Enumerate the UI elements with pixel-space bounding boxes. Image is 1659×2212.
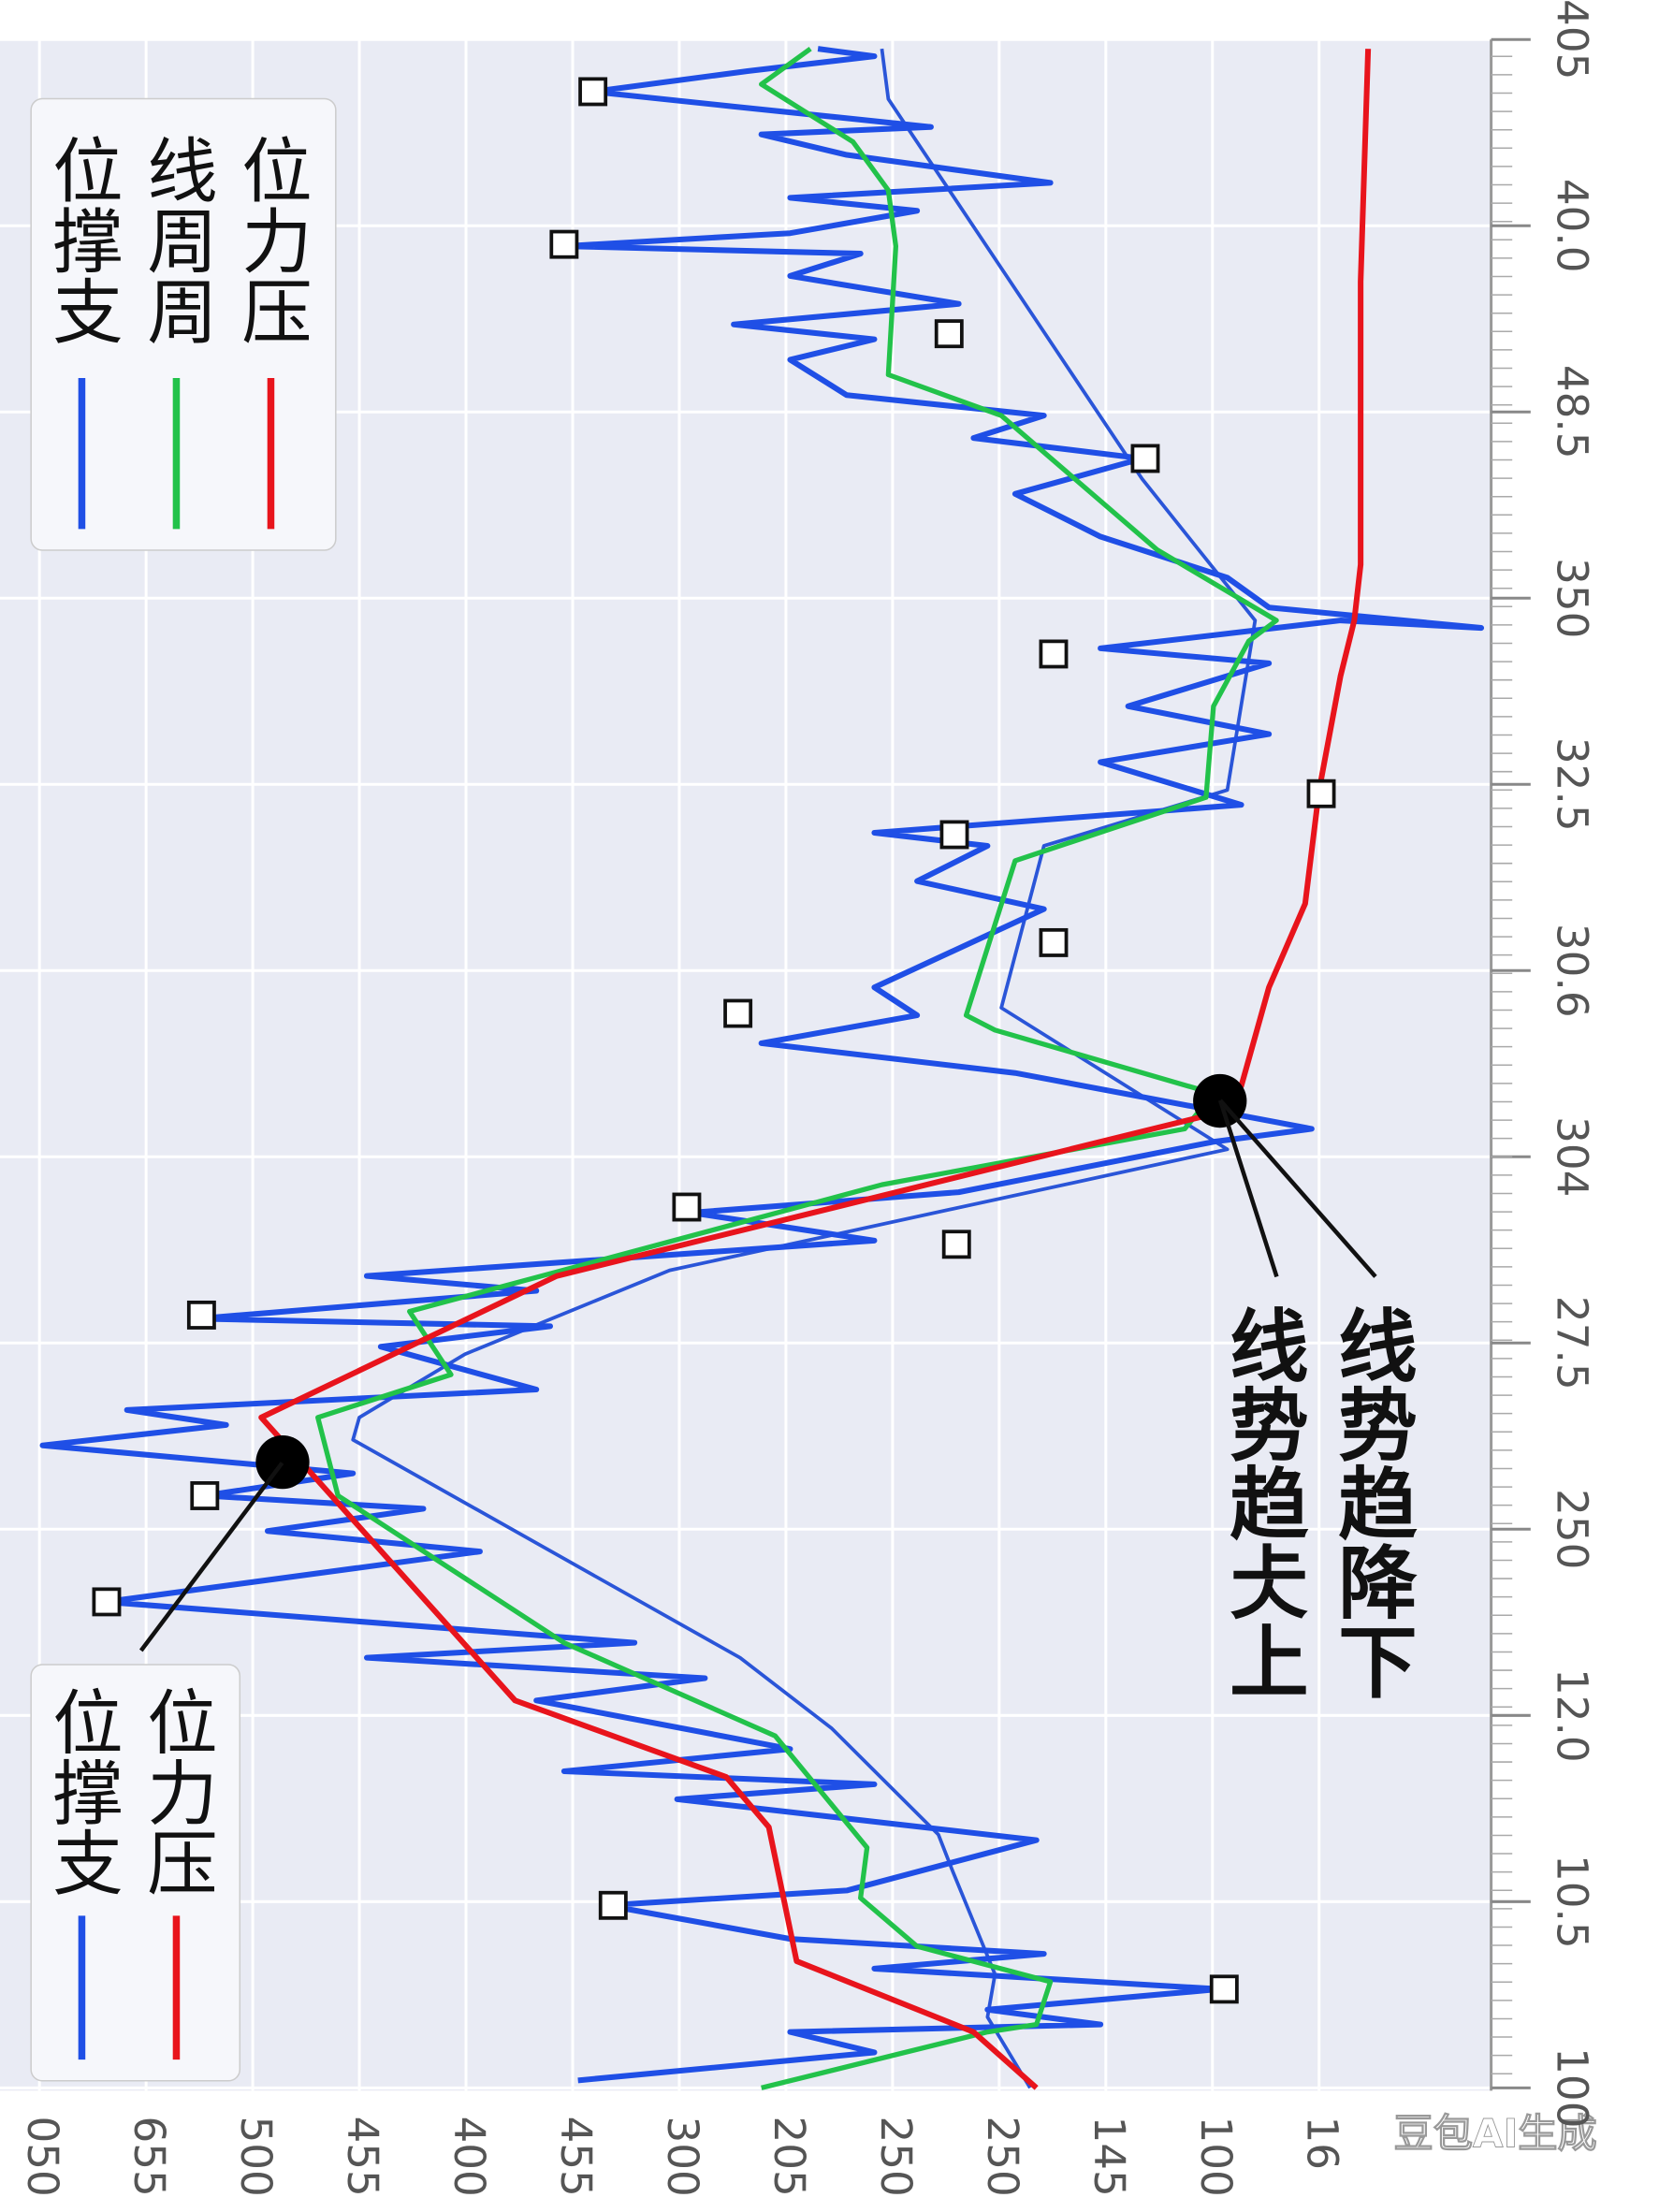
leader-line [1218, 1099, 1377, 1278]
square-marker [723, 998, 753, 1028]
square-marker [598, 1890, 628, 1920]
legend [30, 97, 337, 551]
square-marker [939, 820, 969, 850]
square-marker [1209, 1974, 1239, 2004]
y-tick-label: 145 [1084, 2116, 1134, 2196]
y-tick-label: 250 [978, 2116, 1027, 2196]
y-tick-label: 455 [551, 2116, 601, 2196]
square-marker [190, 1481, 220, 1510]
y-tick-label: 655 [124, 2116, 174, 2196]
square-marker [672, 1192, 702, 1222]
annotation: 线势趋仧上 [1216, 1305, 1308, 1700]
legend-label: 位力压 [229, 134, 312, 345]
y-tick-label: 16 [1298, 2116, 1347, 2170]
legend-label: 位力压 [135, 1686, 217, 1898]
x-tick-label: 30.6 [1548, 924, 1597, 1018]
x-tick-label: 12.0 [1548, 1668, 1597, 1763]
square-marker [549, 229, 579, 259]
y-tick-label: 100 [1191, 2116, 1241, 2196]
square-marker [1306, 779, 1336, 808]
x-tick-label: 40.0 [1548, 179, 1597, 273]
y-tick-label: 050 [18, 2116, 67, 2196]
y-tick-label: 250 [871, 2116, 921, 2196]
x-tick-label: 32.5 [1548, 737, 1597, 832]
legend-label: 线周周 [135, 134, 217, 345]
square-marker [578, 77, 608, 107]
square-marker [1039, 639, 1069, 669]
square-marker [1039, 927, 1069, 957]
x-tick-label: 27.5 [1548, 1296, 1597, 1390]
x-tick-label: 48.5 [1548, 365, 1597, 459]
overlay [92, 77, 1336, 2004]
y-tick-label: 205 [764, 2116, 814, 2196]
square-marker [186, 1300, 216, 1330]
series-line [39, 46, 1485, 2084]
y-tick-label: 400 [444, 2116, 494, 2196]
x-tick-label: 250 [1548, 1489, 1597, 1569]
leader-line [138, 1462, 284, 1652]
x-tick-label: 100 [1548, 2047, 1597, 2128]
x-tick-label: 10.5 [1548, 1855, 1597, 1949]
square-marker [934, 319, 964, 349]
square-marker [941, 1230, 971, 1259]
key-point [255, 1435, 310, 1490]
square-marker [92, 1587, 122, 1617]
x-tick-label: 304 [1548, 1116, 1597, 1197]
y-tick-label: 500 [231, 2116, 281, 2196]
series-line [351, 48, 1258, 2089]
x-tick-label: 405 [1548, 0, 1597, 80]
y-tick-label: 300 [658, 2116, 707, 2196]
legend-label: 位撑支 [40, 134, 123, 345]
y-tick-label: 455 [338, 2116, 387, 2196]
leader-line [1217, 1099, 1279, 1278]
watermark: 豆包AI生成 [1394, 2111, 1597, 2157]
square-marker [1130, 444, 1160, 473]
legend-label: 位撑支 [40, 1686, 123, 1898]
annotation: 线势趋降下 [1325, 1305, 1417, 1700]
x-tick-label: 350 [1548, 558, 1597, 638]
